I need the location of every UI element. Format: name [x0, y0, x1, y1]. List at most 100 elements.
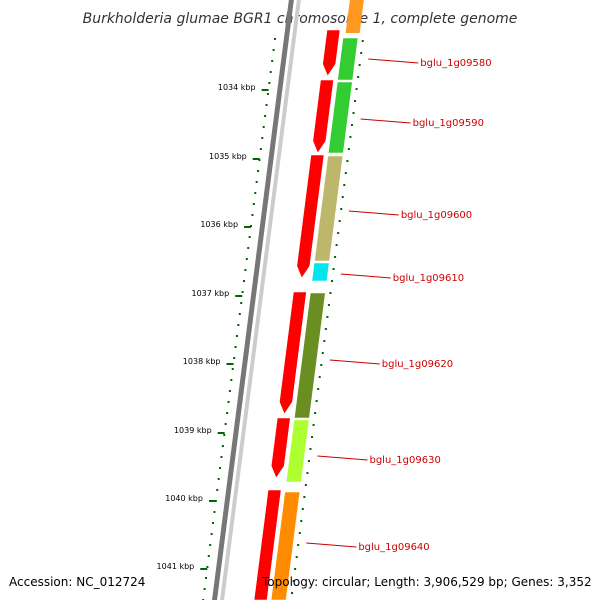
minor-tick	[346, 160, 349, 162]
accession-text: Accession: NC_012724	[9, 575, 145, 589]
minor-tick	[358, 64, 361, 66]
minor-tick	[268, 82, 271, 84]
minor-tick	[271, 60, 274, 62]
minor-tick	[204, 577, 207, 579]
gene-label-bglu_1g09580: bglu_1g09580	[420, 58, 491, 69]
backbone-shadow	[220, 0, 301, 600]
minor-tick	[300, 520, 303, 522]
minor-tick	[312, 424, 315, 426]
minor-tick	[306, 472, 309, 474]
minor-tick	[301, 508, 304, 510]
gene-label-bglu_1g09630: bglu_1g09630	[369, 455, 440, 466]
minor-tick	[291, 592, 294, 594]
minor-tick	[311, 436, 314, 438]
label-leader	[348, 210, 399, 216]
minor-tick	[233, 357, 236, 359]
kbp-label: 1037 kbp	[192, 289, 230, 298]
kbp-label: 1040 kbp	[165, 494, 203, 503]
minor-tick	[251, 214, 254, 216]
kbp-label: 1038 kbp	[183, 357, 221, 366]
minor-tick	[269, 71, 272, 73]
minor-tick	[223, 434, 226, 436]
minor-tick	[338, 220, 341, 222]
gene-label-bglu_1g09600: bglu_1g09600	[401, 210, 472, 221]
cds-arrow	[270, 417, 291, 479]
minor-tick	[272, 49, 275, 51]
minor-tick	[212, 522, 215, 524]
feature-tracks	[212, 0, 364, 600]
minor-tick	[304, 484, 307, 486]
minor-tick	[227, 401, 230, 403]
minor-tick	[318, 376, 321, 378]
label-leader	[317, 455, 368, 461]
minor-tick	[343, 184, 346, 186]
minor-tick	[321, 352, 324, 354]
label-leader	[329, 359, 380, 365]
cds-arrow	[296, 154, 325, 279]
backbone-line	[212, 0, 294, 600]
label-leader	[306, 542, 357, 548]
cds-arrow	[322, 29, 341, 77]
minor-tick	[295, 556, 298, 558]
minor-tick	[337, 232, 340, 234]
minor-tick	[213, 511, 216, 513]
label-leader	[360, 118, 411, 124]
gene-block	[270, 491, 301, 600]
minor-tick	[317, 388, 320, 390]
minor-tick	[245, 258, 248, 260]
gene-block	[327, 81, 353, 154]
minor-tick	[340, 208, 343, 210]
minor-tick	[264, 115, 267, 117]
minor-tick	[230, 379, 233, 381]
minor-tick	[273, 38, 276, 40]
minor-tick	[294, 568, 297, 570]
minor-tick	[243, 280, 245, 282]
minor-tick	[344, 172, 347, 174]
minor-tick	[248, 236, 251, 238]
minor-tick	[252, 203, 255, 205]
minor-tick	[307, 460, 310, 462]
map-title: Burkholderia glumae BGR1 chromosome 1, c…	[83, 11, 518, 27]
kbp-label: 1039 kbp	[174, 426, 212, 435]
kbp-label: 1034 kbp	[218, 83, 256, 92]
minor-tick	[352, 112, 355, 114]
minor-tick	[360, 52, 363, 54]
minor-tick	[241, 291, 244, 293]
minor-tick	[203, 588, 206, 590]
minor-tick	[323, 340, 326, 342]
minor-tick	[224, 423, 227, 425]
cds-arrow	[279, 291, 307, 415]
minor-tick	[247, 247, 250, 249]
minor-tick	[217, 478, 220, 480]
minor-tick	[354, 100, 357, 102]
minor-tick	[303, 496, 306, 498]
minor-tick	[259, 148, 262, 150]
minor-tick	[261, 137, 264, 139]
minor-tick	[255, 181, 258, 183]
gene-label-bglu_1g09590: bglu_1g09590	[413, 118, 484, 129]
minor-tick	[349, 136, 352, 138]
minor-tick	[254, 192, 257, 194]
minor-tick	[237, 324, 240, 326]
minor-tick	[357, 76, 360, 78]
minor-tick	[329, 292, 332, 294]
gene-label-bglu_1g09610: bglu_1g09610	[393, 273, 464, 284]
cds-arrow	[312, 79, 334, 154]
gene-block	[293, 292, 326, 419]
minor-tick	[209, 544, 212, 546]
cds-arrow	[253, 489, 282, 600]
minor-tick	[324, 328, 327, 330]
minor-tick	[315, 400, 318, 402]
minor-tick	[262, 126, 265, 128]
minor-tick	[226, 412, 229, 414]
minor-tick	[221, 445, 224, 447]
minor-tick	[327, 304, 330, 306]
minor-tick	[257, 170, 260, 172]
gene-block	[311, 262, 330, 282]
minor-tick	[244, 269, 247, 271]
minor-tick	[298, 532, 301, 534]
minor-tick	[210, 533, 213, 535]
minor-tick	[207, 555, 210, 557]
minor-tick	[216, 489, 219, 491]
